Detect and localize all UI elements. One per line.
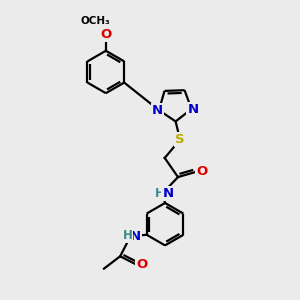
Text: N: N	[162, 187, 173, 200]
Text: H: H	[155, 187, 165, 200]
Text: N: N	[152, 104, 163, 117]
Text: N: N	[130, 230, 141, 243]
Text: O: O	[196, 165, 207, 178]
Text: N: N	[188, 103, 199, 116]
Text: S: S	[175, 133, 185, 146]
Text: O: O	[136, 258, 147, 271]
Text: H: H	[123, 229, 133, 242]
Text: OCH₃: OCH₃	[81, 16, 110, 26]
Text: O: O	[100, 28, 112, 41]
